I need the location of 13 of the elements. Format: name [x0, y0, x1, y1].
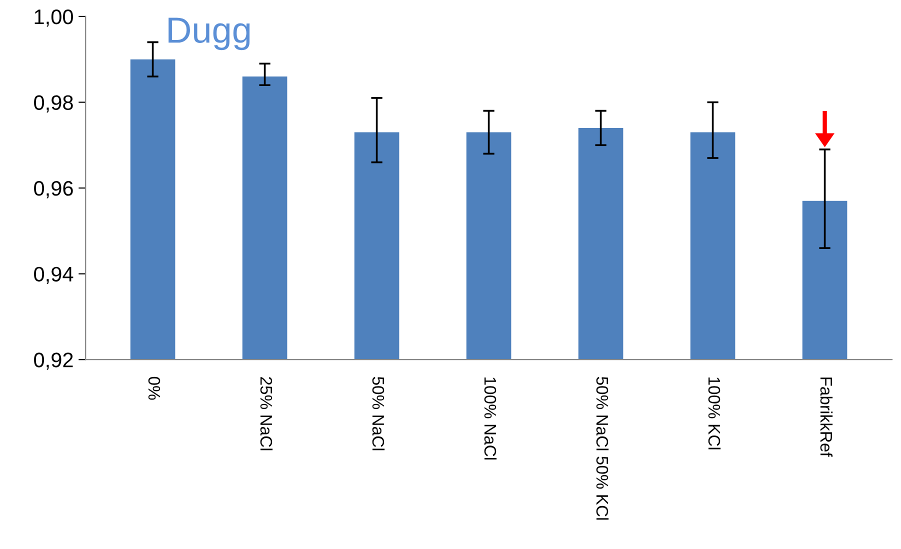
y-tick-label: 1,00: [34, 9, 73, 27]
x-tick-label: FabrikkRef: [820, 378, 833, 457]
x-tick-label: 100% KCl: [708, 378, 721, 450]
x-tick-label: 0%: [148, 376, 160, 400]
y-tick-label: 0,92: [34, 352, 73, 370]
x-tick-label: 25% NaCl: [260, 377, 273, 450]
y-tick-label: 0,94: [34, 266, 74, 284]
y-tick-label: 0,98: [34, 95, 73, 112]
x-tick-label: 50% NaCl 50% KCl: [596, 376, 609, 520]
x-tick-label: 100% NaCl: [484, 378, 497, 460]
x-tick-label: 50% NaCl: [372, 376, 385, 450]
chart-title: Dugg: [168, 18, 250, 50]
y-tick-label: 0,96: [34, 181, 73, 198]
